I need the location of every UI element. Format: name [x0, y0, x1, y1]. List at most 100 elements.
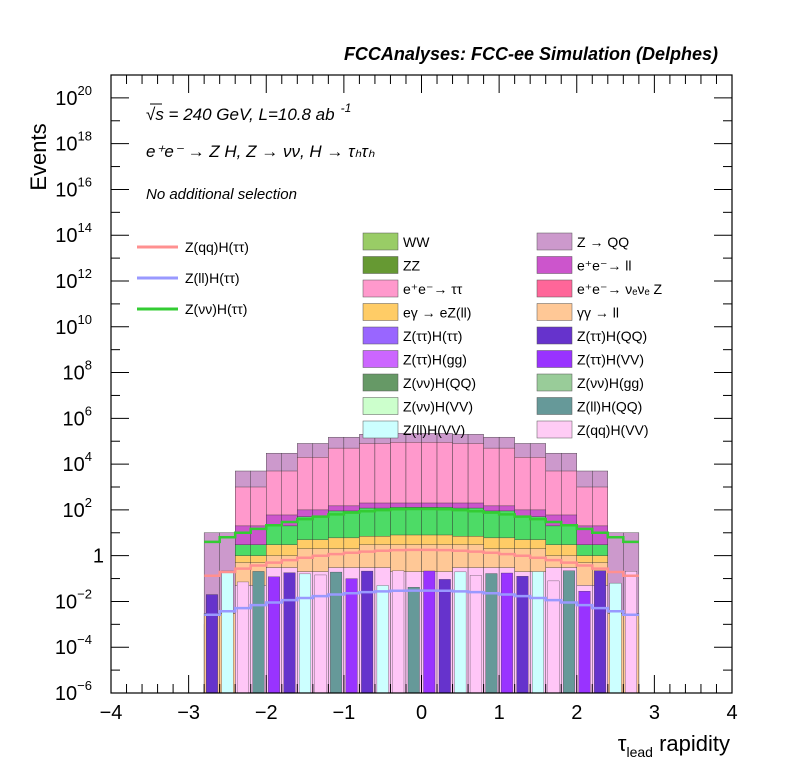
legend-swatch	[362, 420, 399, 439]
y-tick-label: 1020	[55, 83, 92, 110]
legend-label: Z(ττ)H(gg)	[403, 352, 467, 368]
inner-bar	[423, 570, 436, 693]
y-tick-label: 1014	[55, 220, 92, 247]
inner-bar	[578, 591, 591, 693]
legend-label: Z → QQ	[577, 234, 629, 250]
legend-label: Z(ll)H(QQ)	[577, 399, 642, 415]
legend: Z(qq)H(ττ) Z(ll)H(ττ) Z(νν)H(ττ) WW Z → QQ ZZ…	[137, 232, 663, 439]
inner-bar	[532, 571, 544, 693]
legend-swatch	[536, 232, 573, 251]
energy-text: √s = 240 GeV, L=10.8 ab	[146, 105, 335, 124]
x-tick-label: 4	[726, 702, 737, 724]
inner-bar	[407, 587, 420, 693]
legend-line-label: Z(qq)H(ττ)	[185, 239, 249, 255]
y-tick-label: 1	[93, 546, 104, 568]
y-tick-label: 1012	[55, 266, 92, 293]
inner-bar	[268, 576, 280, 693]
inner-bar	[469, 575, 482, 693]
legend-label: Z(ττ)H(QQ)	[577, 328, 647, 344]
annotation-block: √s = 240 GeV, L=10.8 ab -1 e⁺e⁻ → Z H, Z …	[146, 101, 375, 203]
legend-line-label: Z(ll)H(ττ)	[185, 270, 240, 286]
signal-lines	[204, 507, 639, 616]
x-tick-label: −2	[255, 702, 278, 724]
legend-swatch	[536, 397, 573, 415]
inner-bars	[205, 570, 638, 693]
y-tick-label: 1018	[55, 129, 92, 156]
inner-bar	[299, 573, 311, 693]
inner-bar	[314, 574, 327, 693]
legend-label: Z(νν)H(VV)	[403, 399, 473, 415]
legend-label: WW	[403, 234, 430, 250]
energy-sup: -1	[341, 101, 352, 115]
y-tick-label: 10−6	[55, 678, 92, 705]
y-tick-label: 106	[63, 403, 92, 430]
inner-bar	[563, 570, 575, 693]
legend-swatch	[362, 397, 399, 415]
selection-annotation: No additional selection	[146, 186, 297, 203]
x-axis-label-main: τlead rapidity	[618, 731, 730, 760]
legend-label: Z(νν)H(gg)	[577, 375, 644, 391]
y-tick-label: 104	[63, 449, 92, 476]
legend-label: Z(ττ)H(ττ)	[403, 328, 462, 344]
legend-swatch	[536, 420, 573, 439]
legend-swatch	[362, 303, 399, 321]
inner-bar	[376, 585, 389, 693]
legend-swatch	[536, 303, 573, 321]
legend-swatch	[536, 326, 573, 345]
legend-swatch	[536, 350, 573, 368]
inner-bar	[392, 570, 405, 693]
y-tick-label: 10−2	[55, 586, 92, 613]
legend-swatch	[536, 279, 573, 298]
legend-label: e⁺e⁻→ ττ	[403, 281, 463, 297]
legend-label: e⁺e⁻→ νₑνₑ Z	[577, 281, 663, 297]
legend-label: Z(qq)H(VV)	[577, 422, 649, 438]
legend-label: γγ → ll	[577, 305, 619, 321]
inner-bar	[283, 572, 296, 693]
legend-swatch	[362, 373, 399, 392]
inner-bar	[252, 571, 265, 693]
legend-swatch	[536, 373, 573, 392]
legend-label: Z(ττ)H(VV)	[577, 352, 644, 368]
inner-bar	[361, 570, 374, 693]
legend-line-label: Z(νν)H(ττ)	[185, 301, 247, 317]
legend-swatch	[536, 256, 573, 274]
inner-bar	[547, 580, 560, 693]
legend-swatch	[362, 256, 399, 274]
y-tick-label: 10−4	[55, 632, 92, 659]
y-axis-label: Events	[26, 123, 51, 190]
inner-bar	[500, 572, 513, 693]
inner-bar	[485, 573, 498, 693]
inner-bar	[330, 571, 343, 693]
x-tick-label: −3	[177, 702, 200, 724]
inner-bar	[345, 578, 358, 693]
legend-swatch	[362, 279, 399, 298]
x-tick-label: 1	[494, 702, 505, 724]
legend-label: eγ → eZ(ll)	[403, 305, 471, 321]
inner-bar	[237, 581, 249, 693]
x-tick-label: 2	[571, 702, 582, 724]
x-tick-label: 0	[416, 702, 427, 724]
inner-bar	[454, 571, 467, 693]
y-tick-label: 108	[63, 358, 92, 385]
inner-bar	[609, 582, 622, 693]
signal-Z(ll)H(ττ)	[204, 589, 639, 616]
x-tick-label: −1	[332, 702, 355, 724]
legend-swatch	[362, 350, 399, 368]
y-tick-label: 102	[63, 495, 92, 522]
inner-bar	[594, 570, 606, 693]
legend-swatch	[362, 232, 399, 251]
legend-label: Z(ll)H(VV)	[403, 422, 465, 438]
axis-ticks: −4 −3 −2 −1 0 1 2 3 4 1020 1018 1016 1014 1012 1010 108…	[55, 74, 738, 724]
legend-label: Z(νν)H(QQ)	[403, 375, 476, 391]
y-tick-label: 1016	[55, 174, 92, 201]
legend-label: e⁺e⁻→ ll	[577, 258, 631, 274]
inner-bar	[438, 579, 451, 693]
legend-swatch	[362, 326, 399, 345]
inner-bar	[625, 571, 638, 693]
inner-bar	[221, 570, 234, 693]
process-annotation: e⁺e⁻ → Z H, Z → νν, H → τₕτₕ	[146, 142, 375, 161]
inner-bar	[516, 576, 529, 693]
chart-title: FCCAnalyses: FCC-ee Simulation (Delphes)	[344, 44, 718, 64]
x-axis-label-sub: lead	[626, 744, 652, 760]
